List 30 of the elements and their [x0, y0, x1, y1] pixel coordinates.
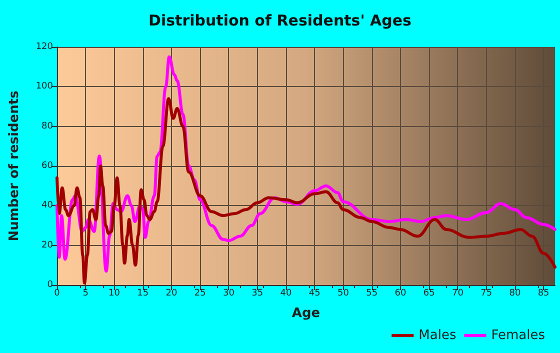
- y-tick-label: 40: [42, 200, 54, 211]
- x-tick-label: 0: [54, 288, 60, 298]
- x-tick-label: 10: [108, 288, 120, 298]
- y-tick-label: 0: [47, 280, 54, 290]
- x-tick-label: 40: [280, 288, 292, 298]
- x-tick-label: 70: [452, 288, 464, 298]
- x-tick-label: 45: [308, 288, 320, 298]
- x-axis-title: Age: [292, 306, 320, 321]
- x-tick-label: 50: [337, 288, 350, 298]
- x-tick-label: 75: [480, 288, 492, 298]
- x-tick-label: 25: [194, 288, 206, 298]
- y-tick-label: 120: [36, 42, 54, 52]
- legend-label: Females: [491, 328, 546, 343]
- y-axis-title: Number of residents: [7, 90, 22, 242]
- x-tick-label: 55: [366, 288, 378, 298]
- chart-title: Distribution of Residents' Ages: [148, 12, 412, 30]
- y-tick-label: 100: [36, 82, 54, 92]
- x-tick-label: 85: [538, 288, 550, 298]
- y-tick-label: 80: [42, 121, 54, 132]
- x-tick-label: 5: [82, 288, 88, 298]
- x-tick-label: 35: [252, 288, 264, 298]
- y-tick-label: 60: [42, 161, 54, 171]
- y-tick-label: 20: [42, 240, 54, 250]
- x-tick-label: 65: [423, 288, 435, 298]
- x-tick-label: 60: [394, 288, 406, 298]
- x-tick-label: 15: [137, 288, 149, 298]
- x-tick-label: 20: [166, 288, 178, 298]
- legend-label: Males: [418, 328, 456, 343]
- x-tick-label: 30: [223, 288, 235, 298]
- x-tick-label: 80: [509, 288, 521, 298]
